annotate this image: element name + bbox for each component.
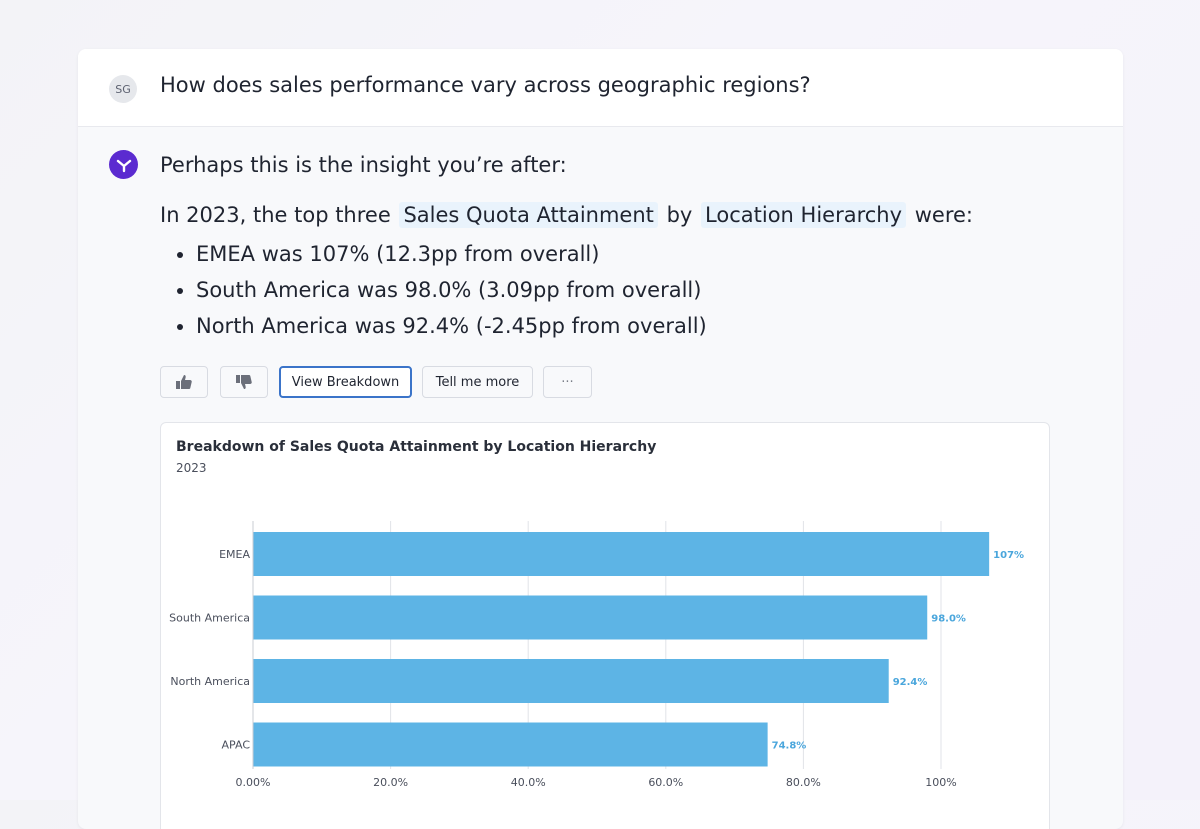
x-tick-label: 40.0% [511,776,546,789]
insight-bullets: EMEA was 107% (12.3pp from overall) Sout… [178,239,707,347]
user-question: How does sales performance vary across g… [160,73,811,97]
category-label: APAC [222,739,251,752]
summary-suffix: were: [914,203,973,227]
chart-subtitle: 2023 [176,461,207,475]
thumbs-down-icon [236,375,252,389]
conversation-card: SG How does sales performance vary acros… [78,49,1123,829]
x-tick-label: 80.0% [786,776,821,789]
thumbs-up-button[interactable] [160,366,208,398]
assistant-intro: Perhaps this is the insight you’re after… [160,153,567,177]
x-tick-label: 60.0% [648,776,683,789]
x-tick-label: 100% [925,776,956,789]
thumbs-up-icon [176,375,192,389]
insight-summary: In 2023, the top three Sales Quota Attai… [160,202,973,228]
category-label: South America [169,612,250,625]
list-item: North America was 92.4% (-2.45pp from ov… [196,311,707,347]
user-question-row: SG How does sales performance vary acros… [78,49,1123,127]
x-tick-label: 20.0% [373,776,408,789]
data-label: 92.4% [893,677,928,688]
breakdown-chart-card: Breakdown of Sales Quota Attainment by L… [160,422,1050,829]
bar [253,595,928,640]
bar-chart: EMEA 107% South America 98.0% North America 9… [169,521,1024,789]
metric-chip[interactable]: Sales Quota Attainment [399,202,658,228]
category-label: North America [170,675,250,688]
x-tick-label: 0.00% [236,776,271,789]
view-breakdown-button[interactable]: View Breakdown [279,366,412,398]
data-label: 74.8% [772,741,807,752]
category-label: EMEA [219,548,250,561]
data-label: 98.0% [931,614,966,625]
user-avatar: SG [109,75,137,103]
more-options-button[interactable]: ··· [543,366,592,398]
bar [253,532,990,576]
dimension-chip[interactable]: Location Hierarchy [701,202,907,228]
summary-middle: by [666,203,693,227]
list-item: South America was 98.0% (3.09pp from ove… [196,275,707,311]
list-item: EMEA was 107% (12.3pp from overall) [196,239,707,275]
data-label: 107% [993,550,1024,561]
tell-me-more-button[interactable]: Tell me more [422,366,533,398]
bar [253,722,768,767]
summary-prefix: In 2023, the top three [160,203,391,227]
chart-title: Breakdown of Sales Quota Attainment by L… [176,439,657,455]
thumbs-down-button[interactable] [220,366,268,398]
bar [253,659,889,703]
assistant-logo-icon [109,150,138,179]
